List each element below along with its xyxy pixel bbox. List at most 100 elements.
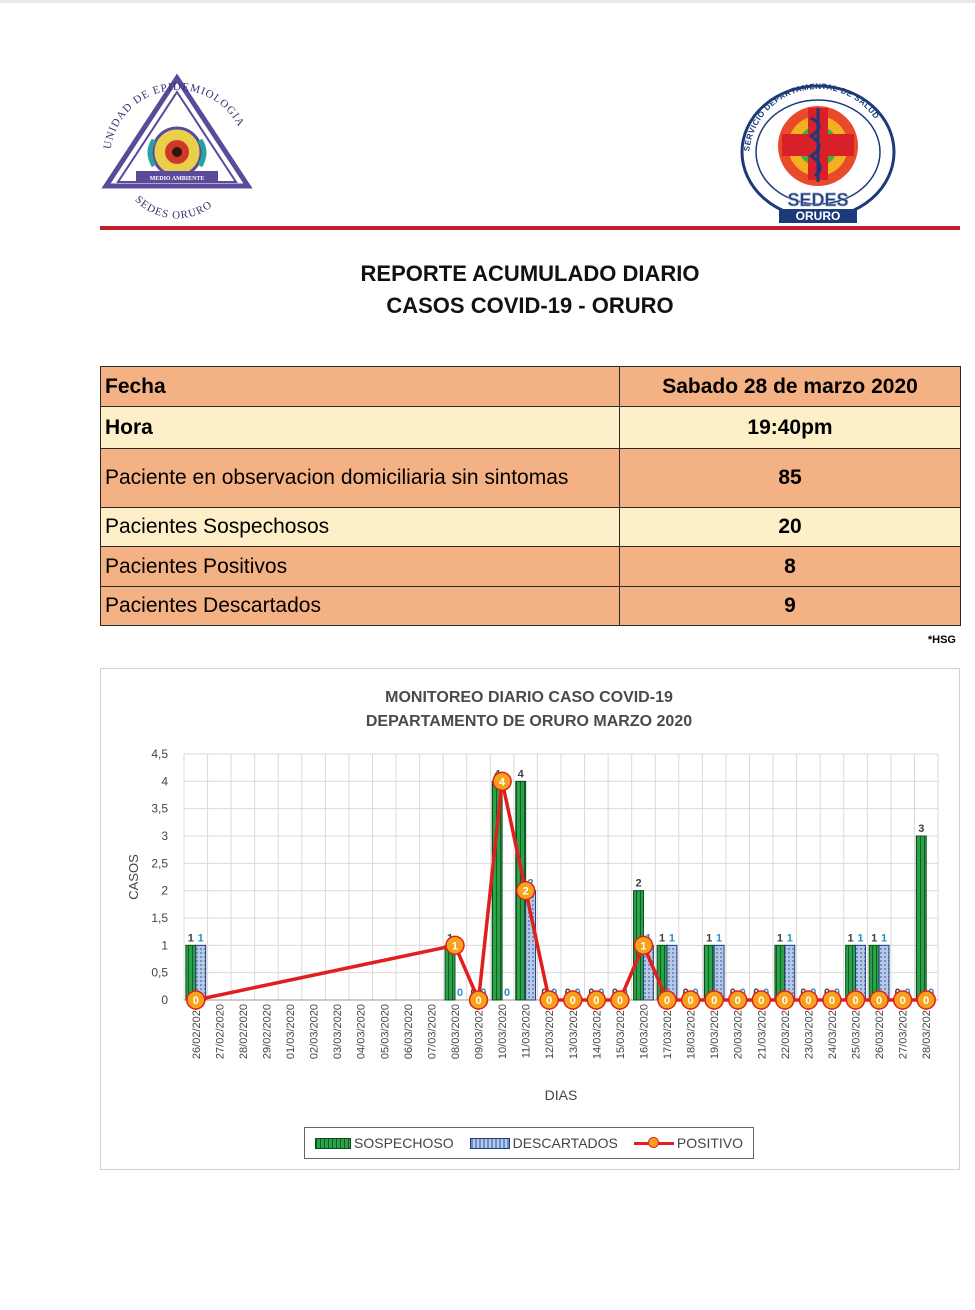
y-tick-label: 3 (161, 829, 168, 843)
legend-item-sospechoso: SOSPECHOSO (315, 1135, 454, 1151)
x-tick-label: 05/03/2020 (379, 1004, 391, 1059)
svg-text:SEDES ORURO: SEDES ORURO (133, 194, 215, 220)
x-tick-label: 21/03/2020 (756, 1004, 768, 1059)
row-value: 85 (619, 448, 961, 508)
data-label-positivo: 0 (876, 995, 882, 1007)
top-border (0, 0, 975, 3)
row-label: Pacientes Descartados (100, 586, 620, 626)
data-label-sospechoso: 1 (871, 932, 877, 944)
y-tick-label: 0,5 (151, 966, 168, 980)
data-label-descartados: 1 (787, 932, 793, 944)
data-label-sospechoso: 1 (777, 932, 783, 944)
marker-positivo (468, 990, 489, 1010)
x-tick-label: 25/03/2020 (851, 1004, 863, 1059)
data-label-positivo: 0 (829, 995, 835, 1007)
x-tick-label: 27/02/2020 (214, 1004, 226, 1059)
x-tick-label: 17/03/2020 (662, 1004, 674, 1059)
legend-swatch-sospechoso (315, 1137, 351, 1149)
data-label-sospechoso: 1 (848, 932, 854, 944)
epidemiologia-logo: MEDIO AMBIENTE UNIDAD DE EPIDEMIOLOGIA S… (96, 70, 258, 221)
row-label: Pacientes Positivos (100, 546, 620, 587)
x-tick-label: 13/03/2020 (568, 1004, 580, 1059)
marker-positivo (445, 935, 465, 956)
marker-positivo (798, 990, 819, 1010)
table-footnote: *HSG (927, 634, 956, 646)
row-value: 8 (619, 546, 961, 587)
data-label-positivo: 1 (640, 940, 646, 952)
y-tick-label: 4 (161, 774, 168, 788)
marker-positivo (869, 990, 889, 1010)
data-label-sospechoso: 1 (706, 932, 712, 944)
data-label-positivo: 0 (923, 995, 929, 1007)
marker-positivo (539, 990, 559, 1010)
data-label-descartados: 0 (504, 987, 510, 999)
bar-sospechoso (915, 835, 927, 1001)
marker-positivo (822, 990, 842, 1010)
y-tick-label: 2,5 (151, 856, 168, 870)
chart-title-line2: DEPARTAMENTO DE ORURO MARZO 2020 (366, 713, 692, 730)
x-tick-label: 20/03/2020 (733, 1004, 745, 1059)
report-title-line1: REPORTE ACUMULADO DIARIO (360, 261, 700, 286)
data-label-positivo: 0 (852, 995, 858, 1007)
y-tick-label: 0 (161, 993, 168, 1007)
row-label: Fecha (100, 366, 620, 407)
x-axis-label: DIAS (545, 1087, 578, 1103)
data-label-positivo: 0 (805, 995, 811, 1007)
x-tick-label: 28/02/2020 (238, 1004, 250, 1059)
marker-positivo (775, 990, 795, 1010)
x-tick-label: 23/03/2020 (803, 1004, 815, 1059)
data-label-positivo: 0 (475, 995, 481, 1007)
legend-swatch-descartados (469, 1137, 510, 1149)
svg-text:ORURO: ORURO (796, 209, 841, 223)
monitoring-chart: MONITOREO DIARIO CASO COVID-19 DEPARTAMEN… (126, 689, 939, 1103)
marker-positivo (186, 990, 206, 1010)
data-label-positivo: 0 (735, 995, 741, 1007)
table-row: Hora 19:40pm (100, 406, 961, 449)
y-tick-label: 1 (161, 938, 168, 952)
x-tick-label: 24/03/2020 (827, 1004, 839, 1059)
series-line-positivo (195, 779, 927, 1002)
table-row: Pacientes Sospechosos 20 (100, 507, 961, 547)
marker-positivo (704, 990, 724, 1010)
row-value: 9 (619, 586, 961, 626)
x-tick-label: 26/03/2020 (874, 1004, 886, 1059)
data-label-sospechoso: 4 (518, 768, 525, 780)
y-axis-label: CASOS (126, 854, 141, 900)
data-label-positivo: 0 (193, 995, 199, 1007)
x-tick-label: 02/03/2020 (309, 1004, 321, 1059)
row-label: Paciente en observacion domiciliaria sin… (100, 448, 620, 508)
data-label-positivo: 2 (523, 886, 529, 898)
svg-text:MEDIO AMBIENTE: MEDIO AMBIENTE (150, 176, 205, 182)
x-tick-label: 14/03/2020 (591, 1004, 603, 1059)
x-tick-label: 01/03/2020 (285, 1004, 297, 1059)
x-tick-label: 08/03/2020 (450, 1004, 462, 1059)
y-tick-label: 1,5 (151, 911, 168, 925)
marker-positivo (916, 990, 936, 1010)
data-label-descartados: 1 (881, 932, 887, 944)
table-row: Paciente en observacion domiciliaria sin… (100, 448, 961, 508)
data-label-positivo: 0 (570, 995, 576, 1007)
legend-swatch-positivo (633, 1137, 674, 1149)
x-tick-label: 18/03/2020 (686, 1004, 698, 1059)
data-label-positivo: 0 (711, 995, 717, 1007)
data-label-positivo: 0 (782, 995, 788, 1007)
data-label-sospechoso: 1 (659, 932, 665, 944)
report-title: REPORTE ACUMULADO DIARIO CASOS COVID-19 … (0, 258, 975, 322)
chart-legend: SOSPECHOSO DESCARTADOS POSITIVO (304, 1127, 754, 1159)
chart-frame (100, 668, 960, 1170)
data-label-descartados: 1 (716, 932, 722, 944)
x-tick-label: 10/03/2020 (497, 1004, 509, 1059)
marker-positivo (610, 990, 630, 1010)
x-tick-label: 26/02/2020 (191, 1004, 203, 1059)
x-tick-label: 07/03/2020 (426, 1004, 438, 1059)
table-row: Pacientes Positivos 8 (100, 546, 961, 587)
x-tick-label: 11/03/2020 (521, 1004, 533, 1058)
legend-label: SOSPECHOSO (354, 1135, 454, 1151)
row-label: Pacientes Sospechosos (100, 507, 620, 547)
legend-label: DESCARTADOS (512, 1135, 618, 1151)
table-row: Pacientes Descartados 9 (100, 586, 961, 626)
sedes-logo: SERVICIO DEPARTAMENTAL DE SALUD SEDES OR… (735, 78, 900, 228)
chart-title-line1: MONITOREO DIARIO CASO COVID-19 (385, 689, 673, 706)
marker-positivo (492, 771, 512, 792)
row-value: 19:40pm (619, 406, 961, 449)
